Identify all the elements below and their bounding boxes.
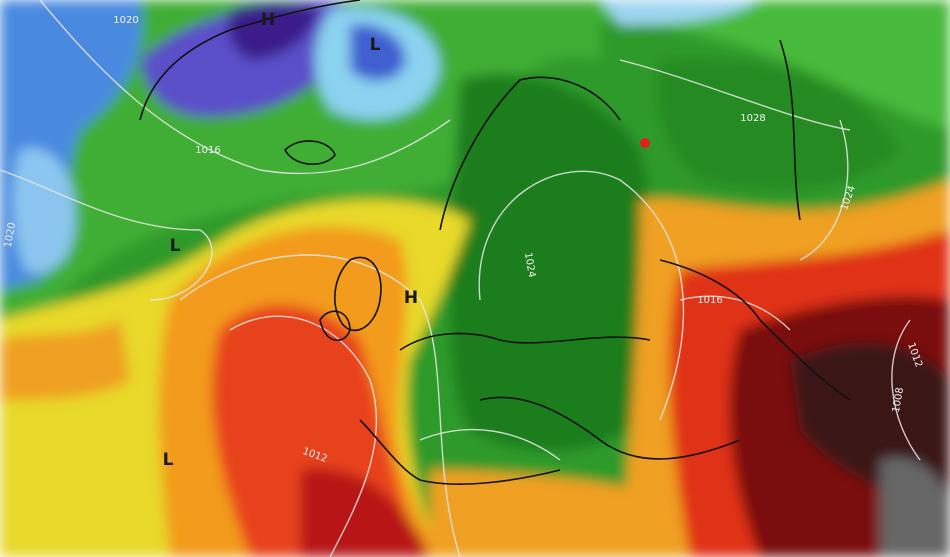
isobar-label: 1024: [522, 252, 537, 279]
isobar-label: 1020: [113, 15, 138, 26]
isobar-label: 1016: [697, 295, 722, 306]
pressure-center: L: [370, 35, 381, 55]
pressure-center: H: [404, 288, 418, 308]
isobar-label: 1028: [740, 113, 765, 124]
isobar-label: 1008: [891, 387, 906, 414]
isobar-label: 1016: [195, 145, 220, 156]
pressure-center: H: [261, 10, 275, 30]
isobars: [0, 0, 921, 557]
isobar-label: 1020: [3, 222, 18, 249]
pressure-center: L: [163, 450, 174, 470]
location-marker: [640, 138, 650, 148]
coastlines: [139, 0, 851, 485]
pressure-center: L: [170, 236, 181, 256]
